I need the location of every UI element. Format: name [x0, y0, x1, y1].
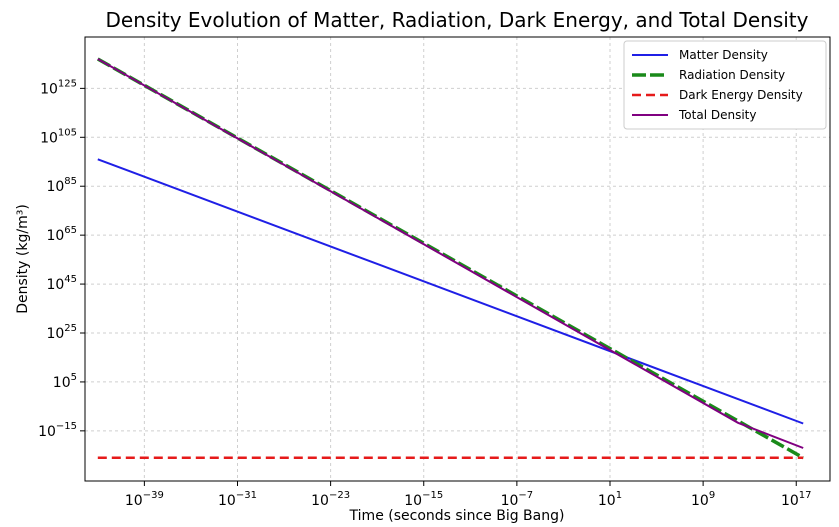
y-tick-exp: −15 — [56, 421, 77, 432]
y-tick-base: 10 — [46, 228, 64, 244]
legend-label: Matter Density — [679, 48, 768, 62]
plot-frame — [84, 36, 831, 482]
series-line-4 — [97, 58, 804, 449]
x-tick-base: 10 — [125, 493, 143, 509]
y-tick-base: 10 — [46, 326, 64, 342]
legend-label: Total Density — [678, 108, 756, 122]
y-tick-label: 1065 — [46, 225, 77, 244]
x-tick-exp: −15 — [422, 490, 443, 501]
x-tick-exp: −39 — [143, 490, 164, 501]
legend-label: Dark Energy Density — [679, 88, 803, 102]
y-tick-exp: 45 — [64, 274, 77, 285]
y-tick-exp: 5 — [71, 372, 77, 383]
x-tick-label: 10−7 — [501, 490, 534, 509]
y-tick-label: 10105 — [40, 127, 77, 146]
y-tick-base: 10 — [40, 130, 58, 146]
x-tick-base: 10 — [691, 493, 709, 509]
y-axis-label: Density (kg/m³) — [15, 204, 31, 314]
legend-label: Radiation Density — [679, 68, 785, 82]
y-tick-base: 10 — [46, 179, 64, 195]
y-tick-label: 10125 — [40, 78, 77, 97]
y-tick-label: 1045 — [46, 274, 77, 293]
y-tick-exp: 65 — [64, 225, 77, 236]
x-tick-exp: 1 — [616, 490, 622, 501]
x-tick-exp: −31 — [236, 490, 257, 501]
y-tick-label: 10−15 — [38, 421, 77, 440]
x-tick-base: 10 — [598, 493, 616, 509]
y-tick-exp: 85 — [64, 176, 77, 187]
x-tick-label: 10−23 — [311, 490, 350, 509]
x-tick-label: 10−39 — [125, 490, 164, 509]
y-tick-label: 105 — [53, 372, 77, 391]
x-tick-label: 10−31 — [218, 490, 257, 509]
y-tick-base: 10 — [40, 81, 58, 97]
x-tick-label: 1017 — [781, 490, 812, 509]
x-tick-base: 10 — [501, 493, 519, 509]
x-tick-label: 109 — [691, 490, 715, 509]
y-tick-exp: 125 — [58, 78, 77, 89]
x-tick-exp: −23 — [329, 490, 350, 501]
x-tick-base: 10 — [404, 493, 422, 509]
x-tick-base: 10 — [781, 493, 799, 509]
y-tick-exp: 105 — [58, 127, 77, 138]
x-tick-base: 10 — [218, 493, 236, 509]
x-tick-exp: −7 — [518, 490, 533, 501]
x-ticks: 10−39 10−31 10−23 10−15 10−7 101 109 1017 — [125, 481, 812, 509]
y-tick-label: 1085 — [46, 176, 77, 195]
chart-title: Density Evolution of Matter, Radiation, … — [106, 8, 809, 32]
legend: Matter Density Radiation Density Dark Ener… — [623, 40, 827, 130]
y-tick-base: 10 — [46, 277, 64, 293]
series-line-1 — [97, 158, 804, 425]
y-tick-exp: 25 — [64, 323, 77, 334]
grid — [85, 37, 830, 481]
x-tick-label: 10−15 — [404, 490, 443, 509]
series-lines — [96, 57, 805, 460]
y-tick-label: 1025 — [46, 323, 77, 342]
x-axis-label: Time (seconds since Big Bang) — [349, 508, 565, 524]
x-tick-base: 10 — [311, 493, 329, 509]
x-tick-exp: 9 — [709, 490, 715, 501]
legend-box — [623, 40, 827, 130]
x-tick-exp: 17 — [799, 490, 812, 501]
x-tick-label: 101 — [598, 490, 622, 509]
y-tick-base: 10 — [53, 375, 71, 391]
y-tick-base: 10 — [38, 424, 56, 440]
